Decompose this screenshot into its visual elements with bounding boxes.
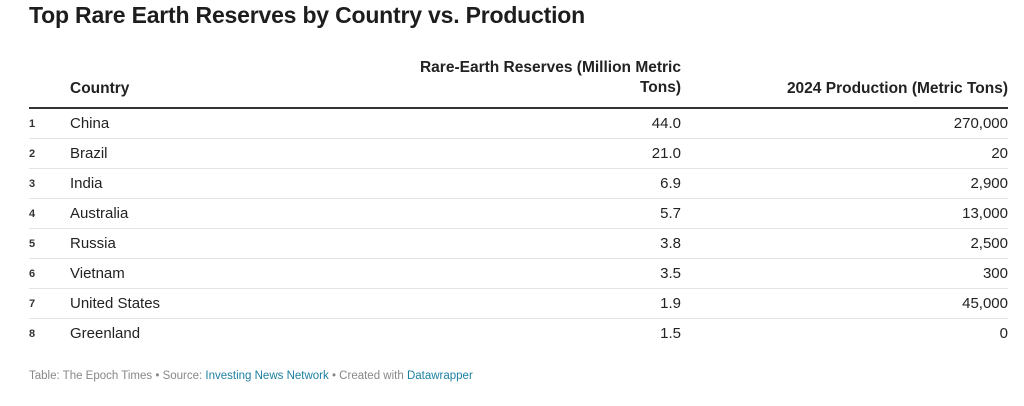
row-rank: 2 bbox=[29, 148, 36, 160]
row-production: 20 bbox=[991, 145, 1008, 162]
row-production: 0 bbox=[999, 325, 1008, 342]
row-country: Vietnam bbox=[70, 265, 125, 282]
row-rank: 3 bbox=[29, 178, 36, 190]
footer-created-with: • Created with bbox=[328, 370, 407, 382]
row-production: 13,000 bbox=[962, 205, 1008, 222]
column-header-country[interactable]: Country bbox=[70, 80, 130, 97]
datawrapper-link[interactable]: Datawrapper bbox=[406, 370, 473, 382]
row-production: 300 bbox=[982, 265, 1008, 282]
row-country: United States bbox=[70, 295, 161, 312]
row-reserves: 44.0 bbox=[651, 115, 681, 132]
row-rank: 5 bbox=[29, 238, 36, 250]
footer-credits: Table: The Epoch Times • Source: Investi… bbox=[29, 370, 473, 382]
row-production: 2,500 bbox=[970, 235, 1008, 252]
row-production: 45,000 bbox=[962, 295, 1008, 312]
row-reserves: 6.9 bbox=[660, 175, 681, 192]
table-row: 8 Greenland 1.5 0 bbox=[29, 319, 1008, 348]
row-rank: 4 bbox=[29, 208, 36, 220]
row-production: 270,000 bbox=[953, 115, 1008, 132]
row-reserves: 1.5 bbox=[660, 325, 681, 342]
row-reserves: 21.0 bbox=[651, 145, 681, 162]
table-header: Country Rare-Earth Reserves (Million Met… bbox=[29, 59, 1008, 109]
chart-title: Top Rare Earth Reserves by Country vs. P… bbox=[29, 2, 585, 28]
row-rank: 6 bbox=[29, 268, 36, 280]
table-body: 1 China 44.0 270,000 2 Brazil 21.0 20 3 India 6.9 2… bbox=[29, 109, 1008, 348]
row-country: Brazil bbox=[70, 145, 108, 162]
table-row: 3 India 6.9 2,900 bbox=[29, 169, 1008, 199]
row-reserves: 1.9 bbox=[660, 295, 681, 312]
row-reserves: 5.7 bbox=[660, 205, 681, 222]
row-country: Greenland bbox=[70, 325, 141, 342]
row-rank: 8 bbox=[29, 328, 36, 340]
column-header-reserves[interactable]: Rare-Earth Reserves (Million Metric Tons… bbox=[419, 59, 681, 96]
source-link[interactable]: Investing News Network bbox=[205, 370, 329, 382]
row-reserves: 3.8 bbox=[660, 235, 681, 252]
table-row: 6 Vietnam 3.5 300 bbox=[29, 259, 1008, 289]
table-row: 7 United States 1.9 45,000 bbox=[29, 289, 1008, 319]
row-country: Australia bbox=[70, 205, 129, 222]
table-row: 4 Australia 5.7 13,000 bbox=[29, 199, 1008, 229]
table-row: 1 China 44.0 270,000 bbox=[29, 109, 1008, 139]
table-row: 2 Brazil 21.0 20 bbox=[29, 139, 1008, 169]
row-reserves: 3.5 bbox=[660, 265, 681, 282]
data-table: Country Rare-Earth Reserves (Million Met… bbox=[29, 59, 1008, 348]
row-country: Russia bbox=[70, 235, 116, 252]
row-production: 2,900 bbox=[970, 175, 1008, 192]
row-country: India bbox=[70, 175, 103, 192]
row-country: China bbox=[70, 115, 110, 132]
column-header-production[interactable]: 2024 Production (Metric Tons) bbox=[786, 80, 1008, 97]
row-rank: 7 bbox=[29, 298, 36, 310]
table-row: 5 Russia 3.8 2,500 bbox=[29, 229, 1008, 259]
footer-source-prefix: Table: The Epoch Times • Source: bbox=[29, 370, 206, 382]
row-rank: 1 bbox=[29, 118, 36, 130]
